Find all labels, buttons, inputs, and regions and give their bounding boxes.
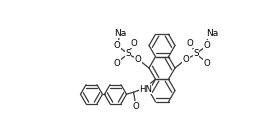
Text: O: O	[114, 59, 120, 68]
Text: O: O	[114, 41, 120, 49]
Text: HN: HN	[139, 85, 152, 94]
Text: O: O	[183, 55, 189, 63]
Text: O: O	[132, 102, 139, 111]
Text: S: S	[125, 49, 131, 59]
Text: O: O	[131, 38, 137, 47]
Text: O: O	[187, 38, 194, 47]
Text: O: O	[204, 59, 210, 68]
Text: S: S	[193, 49, 199, 59]
Text: O: O	[135, 55, 141, 63]
Text: Na: Na	[114, 28, 126, 38]
Text: O: O	[204, 41, 210, 49]
Text: Na: Na	[206, 30, 218, 38]
